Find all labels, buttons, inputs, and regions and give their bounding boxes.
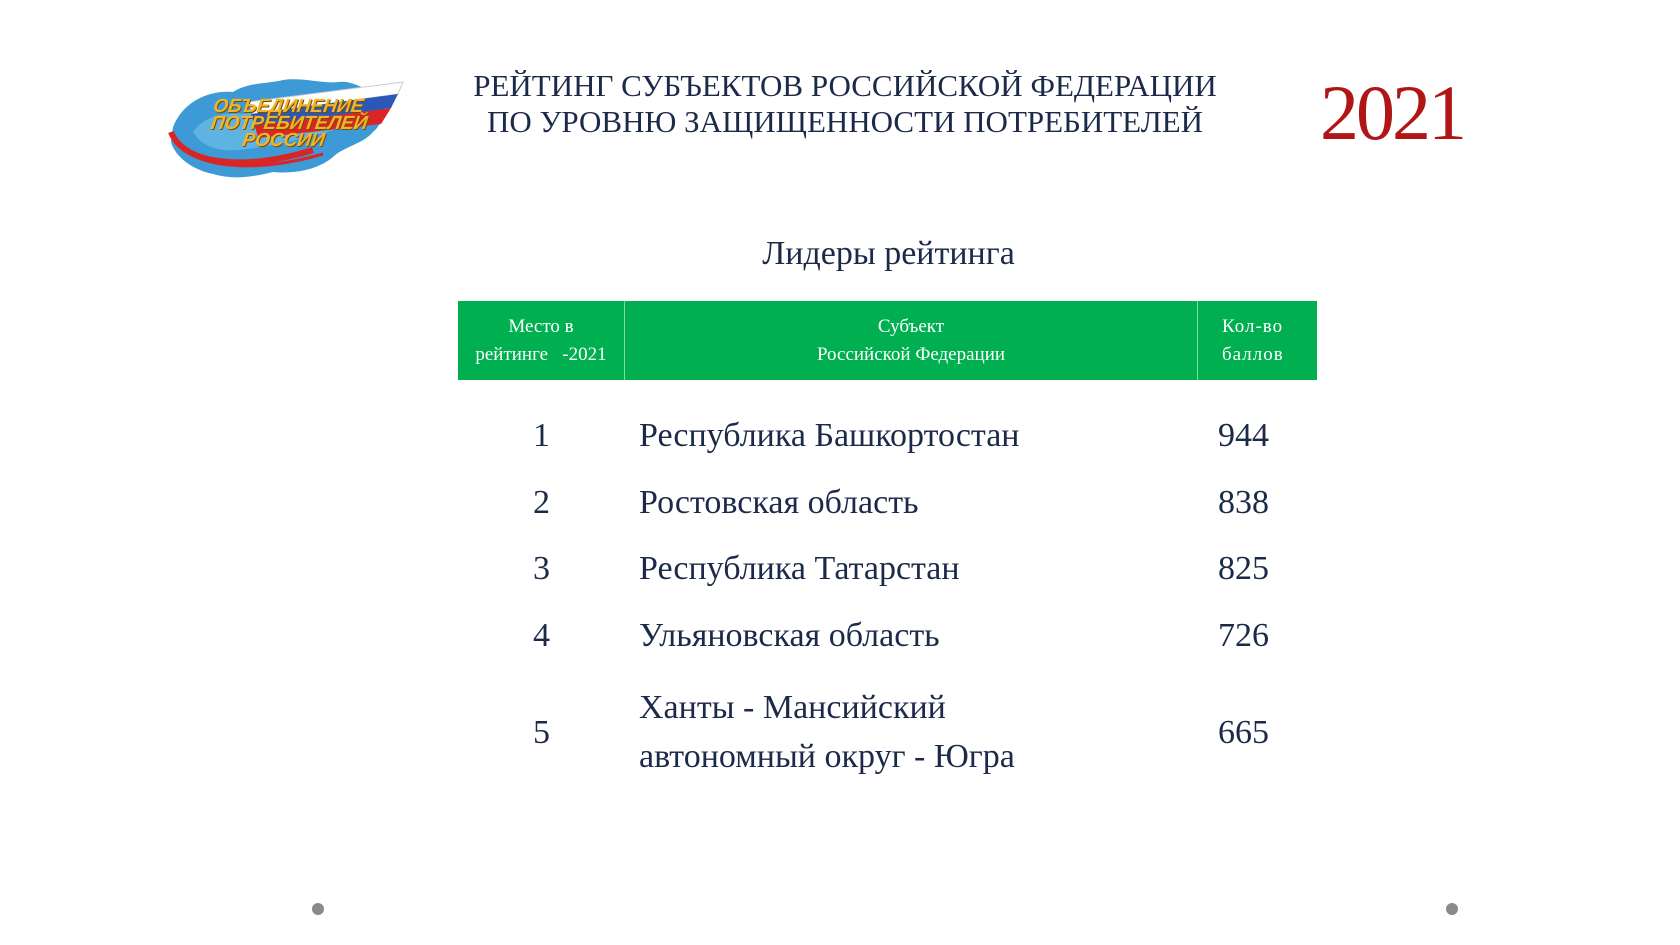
row-score: 825 (1218, 550, 1269, 587)
row-score: 838 (1218, 484, 1269, 521)
row-rank: 5 (533, 714, 550, 751)
table-row: 1 Республика Башкортостан 944 (458, 408, 1317, 464)
year-label: 2021 (1320, 69, 1467, 156)
table-row: 5 Ханты - Мансийский автономный округ - … (458, 683, 1317, 783)
decorative-dot-left (312, 903, 324, 915)
row-rank: 3 (533, 550, 550, 587)
logo-line-3: РОССИИ (241, 130, 327, 151)
row-score: 726 (1218, 617, 1269, 654)
column-header-score-line1: Кол-во (1222, 315, 1284, 337)
row-subject: Ульяновская область (639, 617, 940, 654)
title-line-1: РЕЙТИНГ СУБЪЕКТОВ РОССИЙСКОЙ ФЕДЕРАЦИИ (473, 68, 1217, 103)
row-subject: Республика Башкортостан (639, 417, 1020, 454)
column-header-subject-line2: Российской Федерации (816, 343, 1006, 365)
row-subject-line2: автономный округ - Югра (639, 738, 1015, 775)
title-line-2: ПО УРОВНЮ ЗАЩИЩЕННОСТИ ПОТРЕБИТЕЛЕЙ (486, 104, 1204, 139)
table-row: 3 Республика Татарстан 825 (458, 541, 1317, 597)
column-header-subject-line1: Субъект (877, 315, 945, 337)
row-rank: 1 (533, 417, 550, 454)
column-header-subject: Субъект Российской Федерации (625, 301, 1198, 380)
row-rank: 2 (533, 484, 550, 521)
logo: ОБЪЕДИНЕНИЕ ПОТРЕБИТЕЛЕЙ РОССИИ (163, 72, 413, 187)
row-score: 665 (1218, 714, 1269, 751)
row-score: 944 (1218, 417, 1269, 454)
row-subject: Республика Татарстан (639, 550, 960, 587)
logo-text: ОБЪЕДИНЕНИЕ ПОТРЕБИТЕЛЕЙ РОССИИ (207, 96, 369, 151)
row-subject: Ханты - Мансийский (639, 689, 946, 726)
column-header-score: Кол-во баллов (1198, 301, 1317, 380)
russia-map-icon (168, 79, 404, 178)
table-row: 4 Ульяновская область 726 (458, 608, 1317, 664)
column-header-rank: Место в рейтинге -2021 (458, 301, 625, 380)
column-header-score-line2: баллов (1222, 343, 1284, 365)
row-rank: 4 (533, 617, 550, 654)
column-header-rank-line1: Место в (508, 315, 574, 337)
table-header: Место в рейтинге -2021 Субъект Российско… (458, 301, 1317, 380)
decorative-dot-right (1446, 903, 1458, 915)
table-row: 2 Ростовская область 838 (458, 475, 1317, 531)
page-title: РЕЙТИНГ СУБЪЕКТОВ РОССИЙСКОЙ ФЕДЕРАЦИИ П… (430, 68, 1260, 140)
row-subject: Ростовская область (639, 484, 919, 521)
column-header-rank-line2: рейтинге -2021 (475, 343, 607, 365)
section-subtitle: Лидеры рейтинга (762, 235, 1015, 272)
